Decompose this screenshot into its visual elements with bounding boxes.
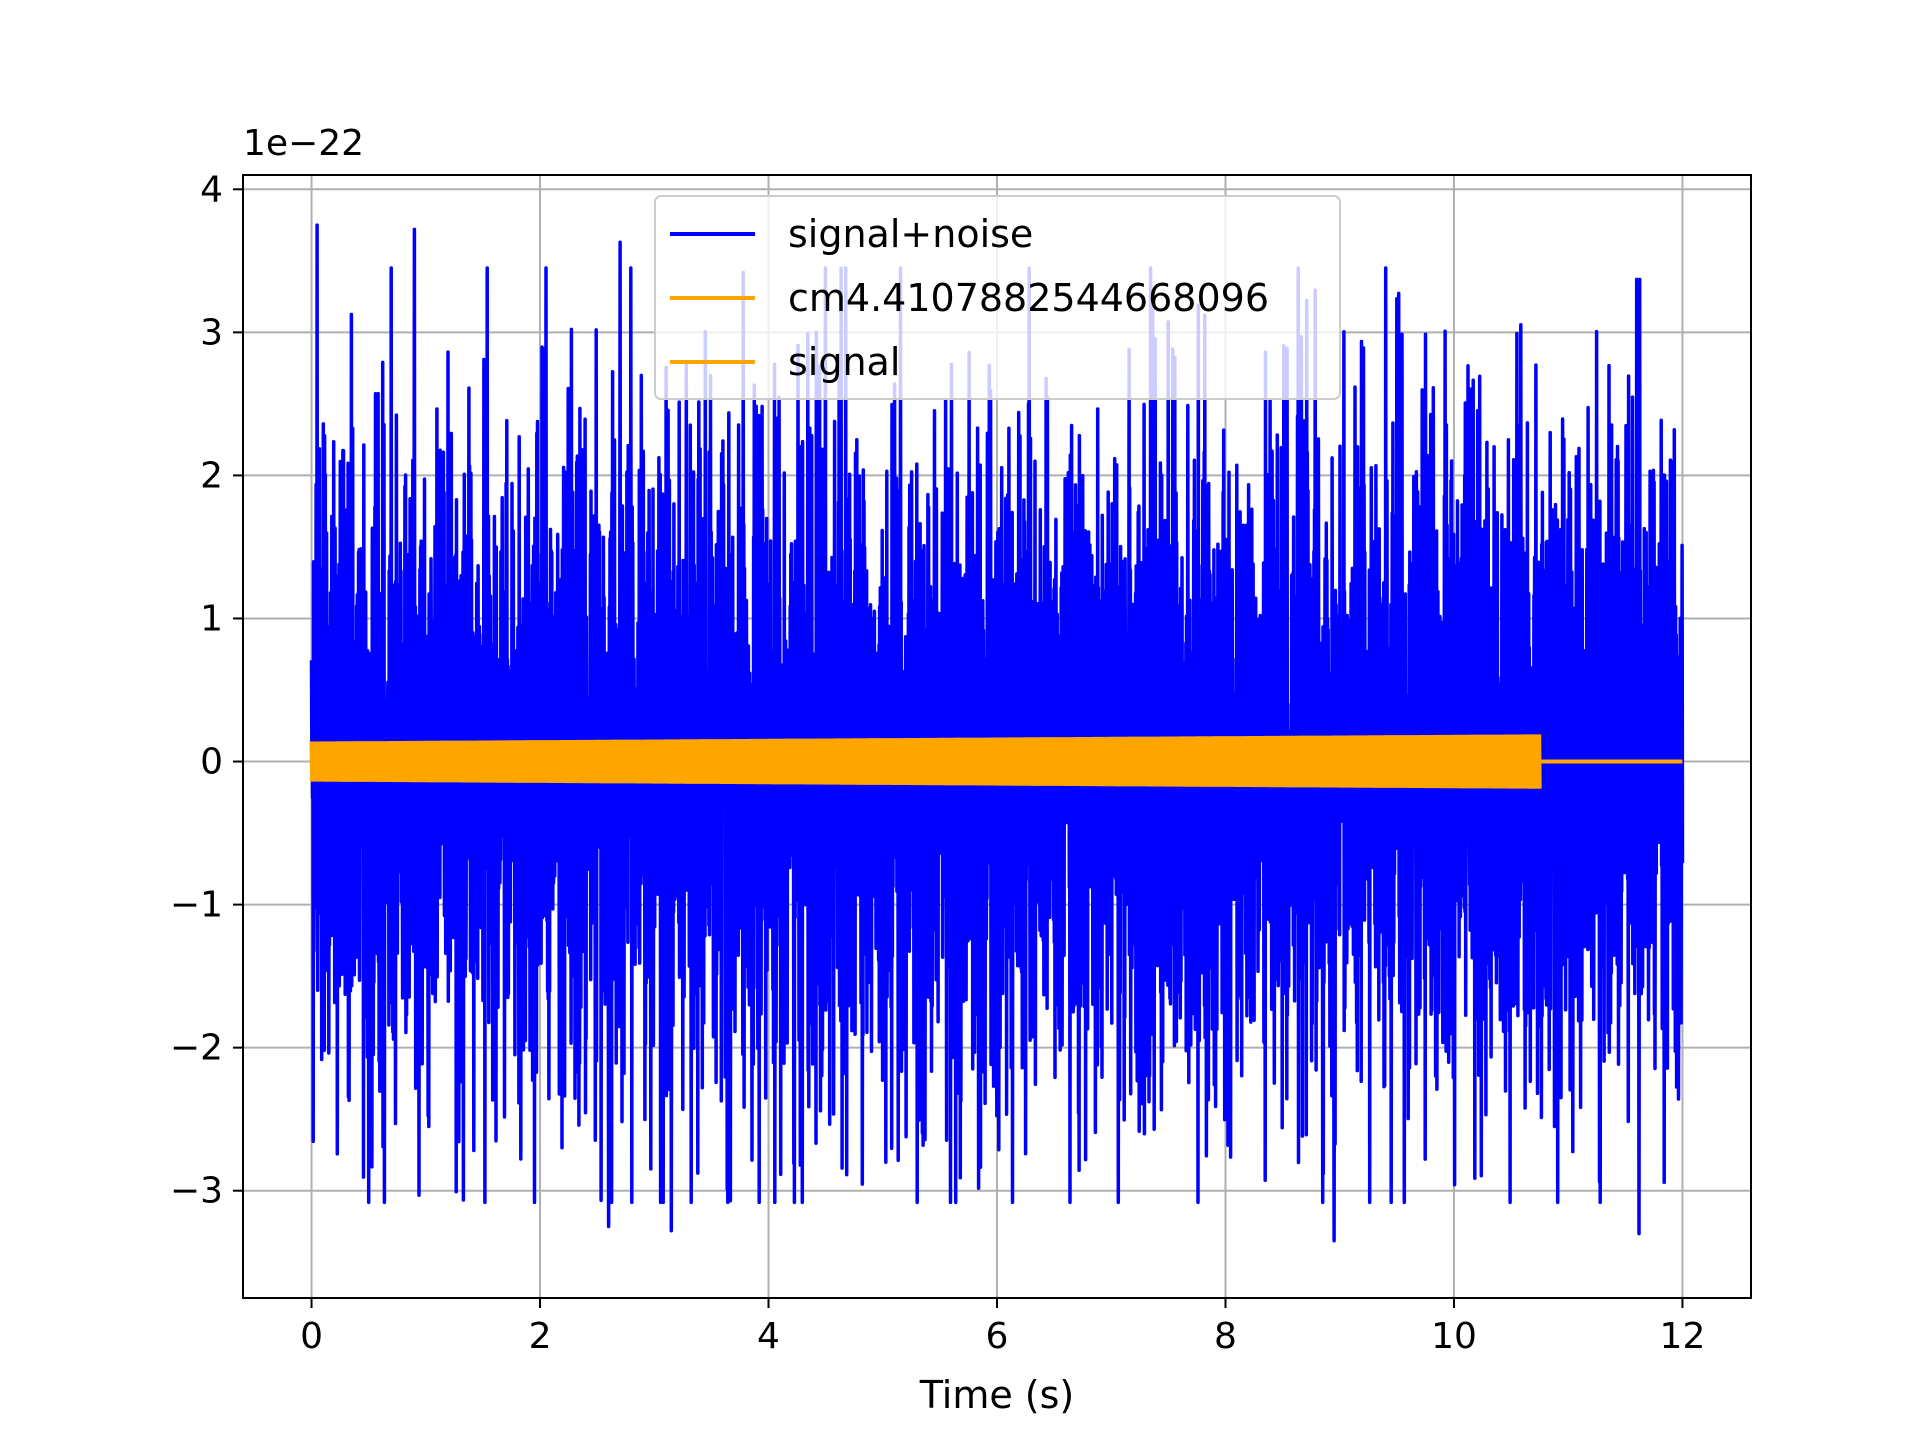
- y-tick-label: 0: [200, 742, 223, 783]
- series-layer: [309, 223, 1685, 1243]
- y-offset-label: 1e−22: [243, 123, 364, 164]
- y-tick-label: −3: [170, 1171, 223, 1212]
- x-tick-label: 0: [300, 1316, 323, 1357]
- x-tick-label: 8: [1214, 1316, 1237, 1357]
- legend-label: signal+noise: [788, 212, 1033, 256]
- y-tick-label: −1: [170, 885, 223, 926]
- x-tick-label: 2: [529, 1316, 552, 1357]
- legend-label: signal: [788, 340, 900, 384]
- series-line-signal-noise: [309, 223, 1685, 1243]
- series-line-cm: [309, 734, 1542, 789]
- x-tick-label: 6: [986, 1316, 1009, 1357]
- y-tick-label: 1: [200, 598, 223, 639]
- legend: signal+noise cm4.4107882544668096 signal: [654, 195, 1341, 400]
- legend-box: [654, 195, 1341, 400]
- y-tick-label: 3: [200, 312, 223, 353]
- y-tick-label: −2: [170, 1028, 223, 1069]
- x-tick-label: 12: [1660, 1316, 1706, 1357]
- x-tick-label: 10: [1431, 1316, 1477, 1357]
- y-tick-label: 2: [200, 455, 223, 496]
- y-tick-label: 4: [200, 169, 223, 210]
- x-tick-label: 4: [757, 1316, 780, 1357]
- legend-label: cm4.4107882544668096: [788, 276, 1269, 320]
- x-axis-label: Time (s): [919, 1373, 1075, 1417]
